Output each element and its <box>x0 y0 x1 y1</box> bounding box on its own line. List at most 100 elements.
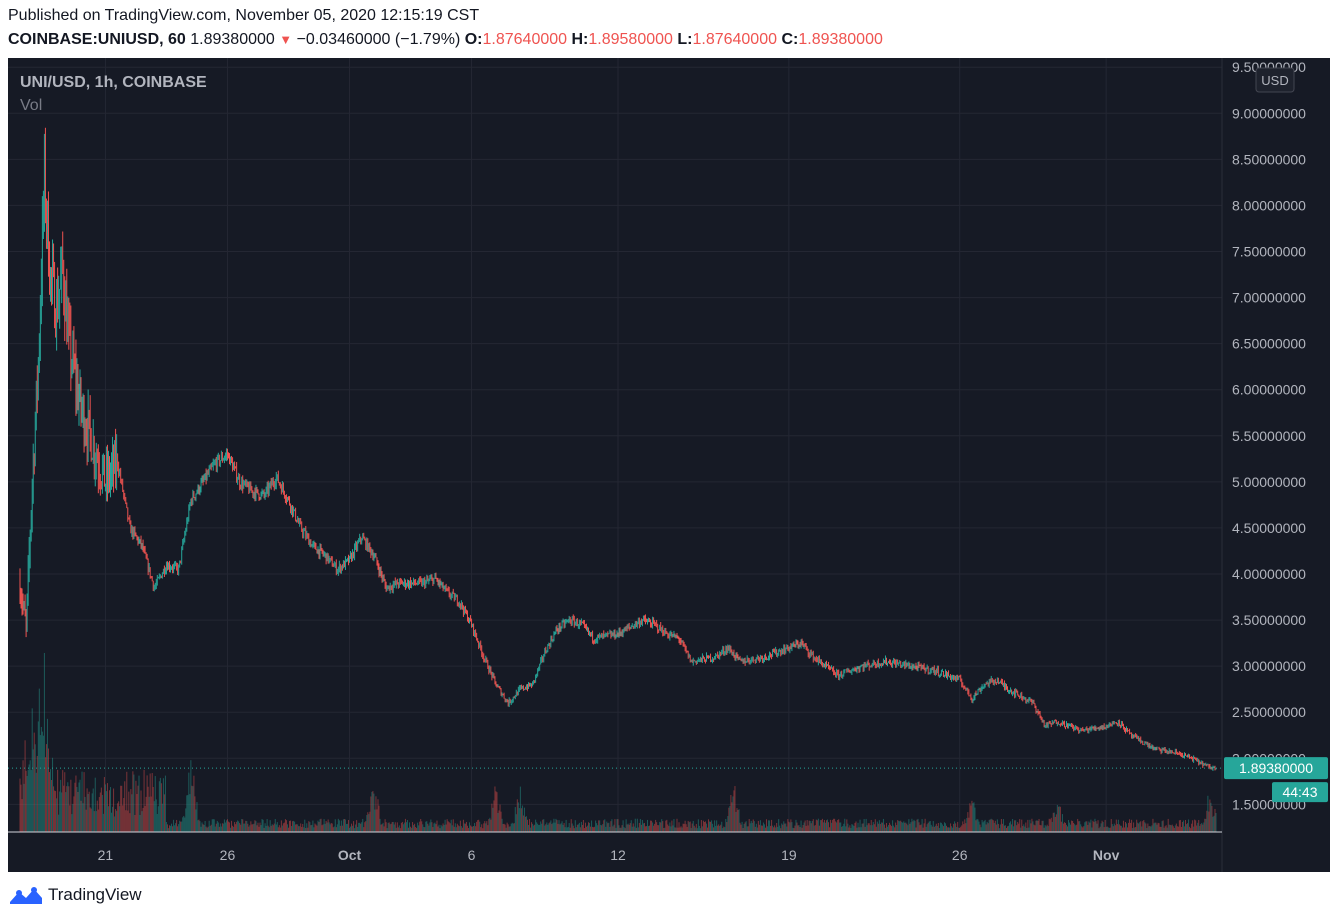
volume-bar <box>1007 826 1009 832</box>
volume-bar <box>940 822 942 832</box>
volume-bar <box>314 823 316 832</box>
volume-bar <box>685 824 687 832</box>
volume-bar <box>340 820 342 832</box>
volume-bar <box>866 825 868 832</box>
volume-bar <box>27 770 29 832</box>
volume-bar <box>1015 820 1017 832</box>
volume-bar <box>43 652 45 832</box>
volume-bar <box>722 828 724 832</box>
volume-bar <box>407 827 410 832</box>
volume-bar <box>660 822 662 832</box>
volume-bar <box>592 826 594 832</box>
volume-bar <box>696 828 698 832</box>
volume-bar <box>815 819 817 832</box>
volume-bar <box>1112 826 1114 832</box>
volume-bar <box>1169 824 1171 832</box>
volume-bar <box>955 823 957 832</box>
volume-bar <box>1030 823 1032 832</box>
volume-bar <box>560 823 562 832</box>
volume-bar <box>501 818 503 832</box>
volume-bar <box>741 821 743 832</box>
volume-bar <box>1074 824 1076 832</box>
volume-bar <box>933 826 935 832</box>
volume-bar <box>1156 824 1158 832</box>
volume-bar <box>197 820 199 832</box>
volume-bar <box>228 822 231 832</box>
currency-badge[interactable]: USD <box>1255 67 1295 93</box>
volume-bar <box>318 821 320 832</box>
volume-bar <box>984 819 986 832</box>
volume-bar <box>792 827 794 832</box>
volume-bar <box>1130 822 1132 832</box>
volume-bar <box>426 821 428 832</box>
volume-bar <box>379 818 381 832</box>
volume-bar <box>181 821 183 832</box>
volume-bar <box>718 824 720 832</box>
time-axis[interactable]: 21 26 Oct 6 12 19 26 Nov <box>98 847 1120 863</box>
volume-bar <box>1159 826 1161 832</box>
price-chart[interactable]: 1.500000002.000000002.500000003.00000000… <box>8 58 1330 872</box>
volume-bar <box>526 819 528 832</box>
volume-bar <box>1021 819 1023 832</box>
volume-bar <box>713 827 715 832</box>
volume-bar <box>259 822 261 832</box>
volume-bar <box>880 822 882 832</box>
volume-bar <box>278 825 280 832</box>
y-tick-label: 4.50000000 <box>1232 520 1306 536</box>
symbol-name[interactable]: COINBASE:UNIUSD, 60 <box>8 31 186 48</box>
volume-bar <box>808 820 810 832</box>
x-tick-label: 19 <box>781 847 797 863</box>
volume-bar <box>473 826 475 832</box>
volume-bars <box>19 652 1217 832</box>
volume-bar <box>233 826 235 832</box>
volume-bar <box>581 824 583 832</box>
volume-bar <box>403 822 405 832</box>
volume-bar <box>61 792 63 832</box>
volume-bar <box>527 824 530 832</box>
volume-bar <box>551 824 553 832</box>
volume-bar <box>317 820 319 832</box>
volume-bar <box>596 823 598 832</box>
volume-bar <box>810 823 812 832</box>
volume-bar <box>711 820 713 832</box>
volume-bar <box>24 740 26 832</box>
volume-bar <box>563 823 565 832</box>
volume-bar <box>755 823 757 832</box>
volume-bar <box>1125 823 1128 832</box>
volume-bar <box>496 792 498 832</box>
volume-bar <box>909 823 911 832</box>
x-tick-label: Nov <box>1093 847 1120 863</box>
volume-bar <box>924 818 926 832</box>
footer-brand[interactable]: TradingView <box>8 884 142 906</box>
volume-bar <box>1004 825 1006 832</box>
volume-bar <box>54 790 56 832</box>
volume-bar <box>531 822 533 832</box>
volume-bar <box>802 824 804 832</box>
volume-bar <box>431 822 433 832</box>
x-tick-label: Oct <box>338 847 362 863</box>
volume-bar <box>954 821 956 832</box>
volume-bar <box>1103 827 1105 832</box>
volume-bar <box>235 824 237 832</box>
volume-bar <box>225 820 227 832</box>
volume-bar <box>371 791 373 832</box>
volume-bar <box>1139 822 1141 832</box>
volume-bar <box>1204 818 1206 832</box>
y-tick-label: 3.50000000 <box>1232 612 1306 628</box>
volume-bar <box>944 823 946 832</box>
volume-bar <box>1178 820 1180 832</box>
volume-bar <box>201 822 203 832</box>
volume-bar <box>1087 824 1089 832</box>
volume-bar <box>606 821 608 832</box>
volume-bar <box>367 812 369 832</box>
volume-bar <box>447 821 449 832</box>
volume-bar <box>748 818 750 832</box>
volume-bar <box>734 786 736 832</box>
volume-bar <box>236 821 238 832</box>
volume-bar <box>666 819 668 832</box>
volume-bar <box>250 821 252 832</box>
volume-bar <box>694 827 696 832</box>
volume-bar <box>1096 823 1098 832</box>
currency-label: USD <box>1261 73 1288 88</box>
volume-bar <box>957 821 959 832</box>
